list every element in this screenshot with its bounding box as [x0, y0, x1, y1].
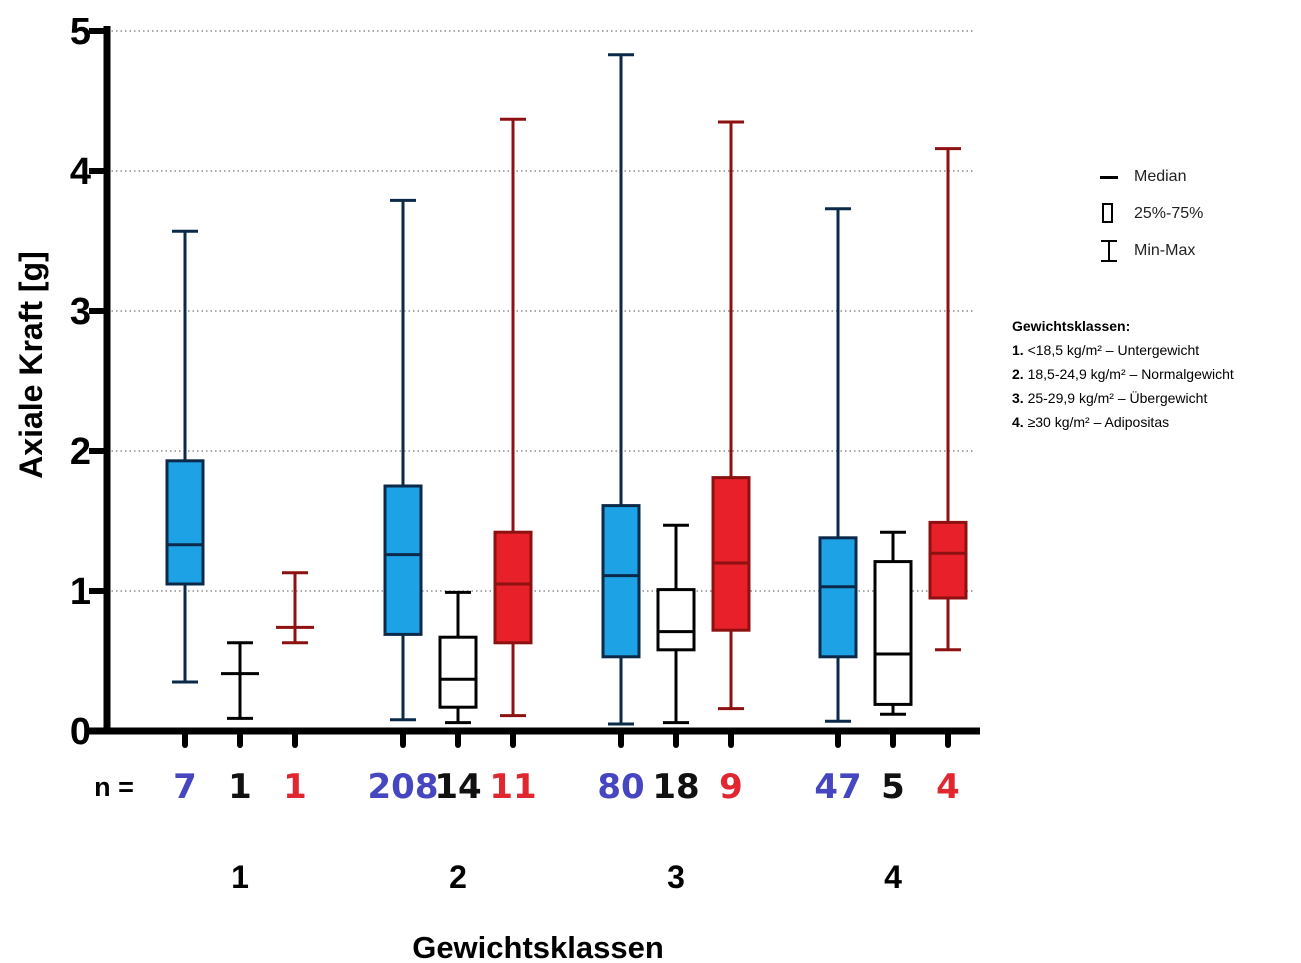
count-label: 1 — [283, 767, 307, 807]
box-red — [928, 147, 968, 652]
box-blue — [165, 229, 205, 684]
x-tick-label: 3 — [667, 859, 685, 895]
weight-class-item: 2. 18,5-24,9 kg/m² – Normalgewicht — [1012, 366, 1234, 382]
y-tick-label: 3 — [70, 291, 91, 333]
count-label: 80 — [597, 767, 644, 807]
legend-minmax-label: Min-Max — [1134, 241, 1196, 259]
y-tick-label: 0 — [70, 711, 91, 753]
x-axis-label: Gewichtsklassen — [412, 930, 664, 963]
count-label: 7 — [173, 767, 197, 807]
x-tick-label: 2 — [449, 859, 467, 895]
box-red — [276, 571, 314, 645]
legend: Median 25%-75% Min-Max — [1098, 158, 1203, 269]
gridlines — [107, 30, 975, 592]
y-tick-label: 1 — [70, 571, 91, 613]
y-axis-label: Axiale Kraft [g] — [13, 251, 49, 479]
legend-iqr-label: 25%-75% — [1134, 204, 1204, 222]
legend-item-median: Median — [1098, 158, 1203, 195]
count-label: 4 — [936, 767, 960, 807]
iqr-box — [601, 504, 641, 659]
y-tick-label: 5 — [70, 11, 91, 53]
y-tick-label: 4 — [70, 151, 91, 193]
y-tick-label: 2 — [70, 431, 91, 473]
weight-class-item: 4. ≥30 kg/m² – Adipositas — [1012, 414, 1170, 430]
axes: 0 1 2 3 4 5 — [70, 11, 980, 753]
iqr-box — [711, 476, 751, 632]
box-black — [873, 530, 913, 716]
iqr-box — [656, 588, 696, 652]
legend-median-label: Median — [1134, 167, 1187, 185]
iqr-box — [928, 520, 968, 600]
count-label: 9 — [719, 767, 743, 807]
iqr-box — [493, 530, 533, 645]
iqr-box — [383, 484, 423, 636]
iqr-box — [165, 459, 205, 586]
weight-class-key: Gewichtsklassen: 1. <18,5 kg/m² – Unterg… — [1012, 314, 1234, 434]
count-label: 5 — [881, 767, 905, 807]
weight-class-item: 1. <18,5 kg/m² – Untergewicht — [1012, 342, 1200, 358]
x-tick-label: 4 — [884, 859, 902, 895]
count-label: 47 — [814, 767, 861, 807]
weight-class-item: 3. 25-29,9 kg/m² – Übergewicht — [1012, 390, 1208, 406]
count-label: 1 — [228, 767, 252, 807]
legend-item-iqr: 25%-75% — [1098, 195, 1203, 232]
box-red — [493, 117, 533, 718]
box-blue — [383, 198, 423, 722]
count-label: 14 — [434, 767, 481, 807]
x-tick-label: 1 — [231, 859, 249, 895]
count-label: 11 — [489, 767, 536, 807]
median-line-icon — [1098, 165, 1120, 189]
legend-item-minmax: Min-Max — [1098, 232, 1203, 269]
box-blue — [601, 53, 641, 726]
iqr-box — [818, 536, 858, 659]
box-black — [656, 523, 696, 725]
count-label: 18 — [652, 767, 699, 807]
iqr-box — [873, 560, 913, 706]
n-label: n = — [94, 772, 134, 802]
iqr-box — [438, 635, 478, 709]
box-series — [165, 53, 968, 726]
whisker-icon — [1098, 239, 1120, 263]
box-black — [221, 641, 259, 720]
box-icon — [1098, 202, 1120, 226]
box-black — [438, 590, 478, 725]
weight-class-title: Gewichtsklassen: — [1012, 318, 1131, 334]
box-blue — [818, 207, 858, 723]
count-label: 208 — [368, 767, 439, 807]
box-red — [711, 120, 751, 711]
